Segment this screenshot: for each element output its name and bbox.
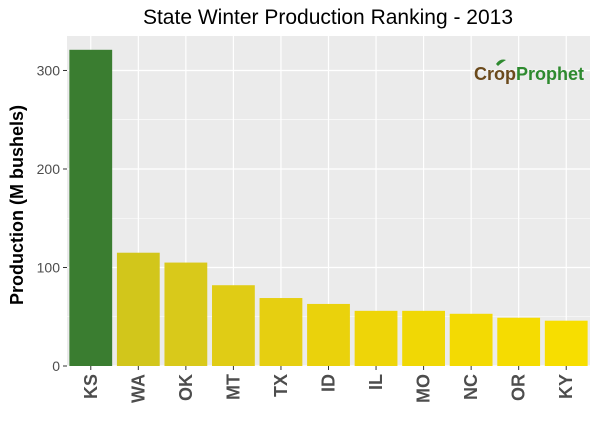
bar-nc — [449, 313, 493, 366]
chart-title: State Winter Production Ranking - 2013 — [143, 6, 513, 29]
logo-text-crop: Crop — [474, 64, 516, 84]
leaf-icon — [496, 59, 506, 66]
x-tick-label-tx: TX — [271, 374, 291, 397]
bar-ok — [164, 262, 208, 366]
x-tick-label-mt: MT — [223, 374, 243, 400]
x-tick-label-il: IL — [366, 374, 386, 390]
bar-wa — [116, 252, 160, 366]
x-tick-label-id: ID — [319, 374, 339, 392]
y-tick-label: 0 — [52, 358, 60, 374]
bar-or — [497, 317, 541, 366]
bar-mt — [212, 285, 255, 366]
bar-tx — [259, 298, 303, 366]
x-tick-label-nc: NC — [461, 374, 481, 400]
x-tick-label-wa: WA — [128, 374, 148, 403]
svg-text:CropProphet: CropProphet — [474, 64, 584, 84]
x-tick-label-ok: OK — [176, 374, 196, 401]
bar-mo — [402, 310, 445, 366]
y-tick-label: 100 — [37, 259, 61, 275]
bar-ks — [69, 49, 113, 366]
bar-ky — [544, 320, 588, 366]
bar-layer — [69, 49, 588, 366]
watermark-logo: CropProphet — [474, 59, 584, 84]
y-axis-label: Production (M bushels) — [7, 105, 27, 305]
bar-id — [307, 303, 350, 366]
y-tick-label: 300 — [37, 62, 61, 78]
x-tick-label-ks: KS — [81, 374, 101, 399]
y-tick-layer: 0 100 200 300 — [37, 62, 67, 374]
x-tick-label-ky: KY — [556, 374, 576, 399]
bar-il — [354, 310, 398, 366]
x-tick-layer: KS WA OK MT TX ID IL MO NC OR KY — [81, 366, 576, 403]
y-tick-label: 200 — [37, 161, 61, 177]
x-tick-label-mo: MO — [414, 374, 434, 403]
logo-text-prophet: Prophet — [516, 64, 584, 84]
x-tick-label-or: OR — [509, 374, 529, 401]
